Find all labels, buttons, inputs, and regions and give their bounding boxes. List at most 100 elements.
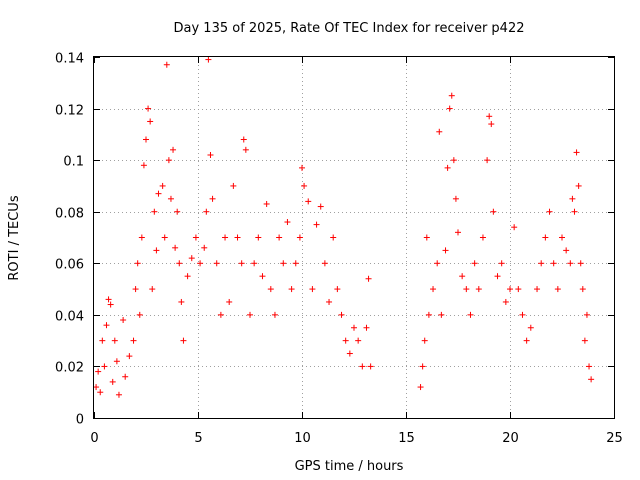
x-axis-label: GPS time / hours: [295, 459, 404, 474]
data-point: [444, 164, 451, 171]
x-tick-label: 15: [398, 431, 415, 446]
data-point: [569, 195, 576, 202]
data-point: [490, 208, 497, 215]
data-point: [550, 260, 557, 267]
plot-frame: [93, 56, 615, 419]
data-point: [105, 296, 112, 303]
data-point: [575, 182, 582, 189]
data-point: [546, 208, 553, 215]
data-point: [115, 391, 122, 398]
data-point: [452, 195, 459, 202]
data-point: [588, 376, 595, 383]
data-point: [484, 157, 491, 164]
data-point: [132, 286, 139, 293]
data-point: [101, 363, 108, 370]
data-point: [581, 337, 588, 344]
data-point: [450, 157, 457, 164]
data-point: [174, 208, 181, 215]
data-point: [334, 286, 341, 293]
data-point: [583, 311, 590, 318]
data-point: [159, 182, 166, 189]
data-point: [475, 286, 482, 293]
data-point: [230, 182, 237, 189]
x-tick-label: 20: [502, 431, 519, 446]
data-point: [251, 260, 258, 267]
data-point: [330, 234, 337, 241]
data-point: [109, 378, 116, 385]
data-point: [430, 286, 437, 293]
data-point: [351, 324, 357, 331]
data-point: [149, 286, 156, 293]
data-point: [126, 353, 133, 360]
data-point: [138, 234, 145, 241]
axis-ticks: [94, 57, 615, 419]
data-point: [271, 311, 278, 318]
data-point: [455, 229, 461, 236]
data-point: [95, 368, 102, 375]
data-point: [240, 136, 247, 143]
data-point: [459, 273, 466, 280]
data-point: [155, 190, 162, 197]
data-point: [213, 260, 220, 267]
data-point: [338, 311, 345, 318]
data-point: [130, 337, 137, 344]
data-point: [192, 234, 199, 241]
data-point: [151, 208, 158, 215]
x-tick-label: 25: [606, 431, 623, 446]
y-tick-label: 0.14: [55, 52, 84, 67]
data-point: [538, 260, 545, 267]
data-point: [178, 298, 185, 305]
x-tick-label: 0: [90, 431, 98, 446]
data-points: [93, 56, 595, 398]
x-tick-label: 5: [194, 431, 202, 446]
data-point: [97, 389, 104, 396]
data-point: [103, 322, 110, 329]
data-point: [111, 337, 118, 344]
data-point: [342, 337, 349, 344]
y-tick-label: 0.12: [55, 104, 84, 119]
data-point: [234, 234, 241, 241]
data-point: [442, 247, 449, 254]
y-tick-label: 0.08: [55, 207, 84, 222]
data-point: [205, 56, 212, 63]
data-point: [288, 286, 295, 293]
data-point: [163, 61, 170, 68]
data-point: [367, 363, 374, 370]
data-point: [511, 224, 518, 231]
data-point: [107, 301, 114, 308]
data-point: [153, 247, 160, 254]
data-point: [423, 234, 430, 241]
data-point: [203, 208, 210, 215]
data-point: [365, 275, 372, 282]
data-point: [527, 324, 534, 331]
data-point: [534, 286, 541, 293]
data-point: [301, 182, 308, 189]
data-point: [122, 373, 129, 380]
data-point: [292, 260, 299, 267]
data-point: [299, 164, 305, 171]
data-point: [188, 255, 195, 262]
data-point: [217, 311, 224, 318]
data-point: [197, 260, 204, 267]
data-point: [507, 286, 513, 293]
data-point: [571, 208, 578, 215]
y-axis-label: ROTI / TECUs: [7, 195, 22, 280]
data-point: [355, 337, 362, 344]
data-point: [242, 146, 249, 153]
data-point: [134, 260, 141, 267]
data-point: [494, 273, 501, 280]
data-point: [519, 311, 526, 318]
data-point: [113, 358, 120, 365]
data-point: [170, 146, 177, 153]
data-point: [161, 234, 168, 241]
data-point: [359, 363, 366, 370]
data-point: [346, 350, 353, 357]
data-point: [222, 234, 229, 241]
data-point: [317, 203, 324, 210]
x-tick-labels: 0 5 10 15 20 25: [90, 431, 622, 446]
grid-lines: [94, 57, 614, 418]
data-point: [145, 105, 152, 112]
data-point: [140, 162, 147, 169]
data-point: [577, 260, 584, 267]
data-point: [284, 219, 291, 226]
